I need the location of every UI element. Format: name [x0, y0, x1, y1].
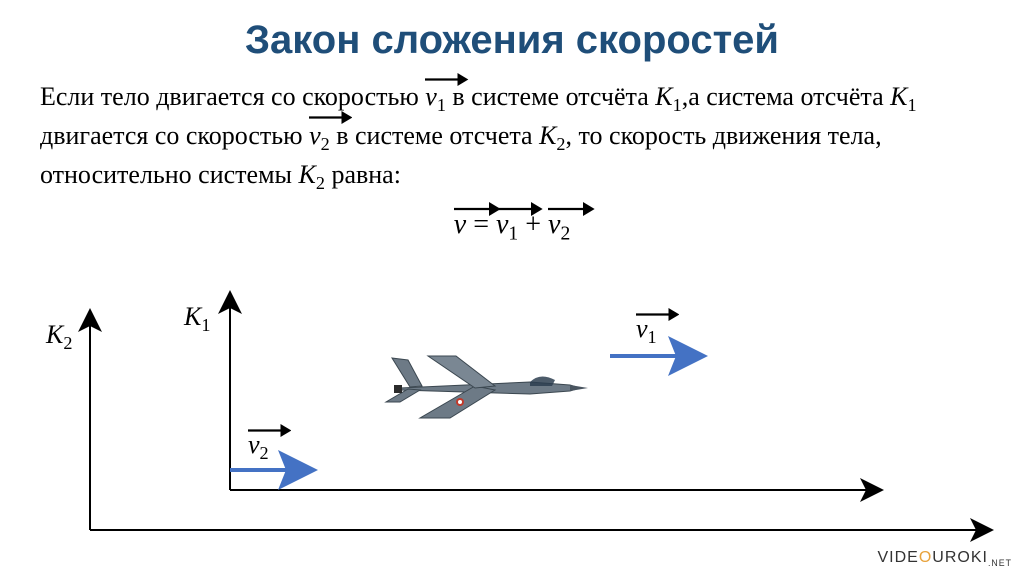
sym-K1-b: K1 — [890, 79, 916, 118]
sym-K1-a: K1 — [655, 79, 681, 118]
label-K2: K2 — [46, 320, 72, 354]
wm-o: O — [919, 549, 932, 566]
watermark: VIDEOUROKI.NET — [877, 549, 1012, 568]
label-v2: v2 — [248, 430, 269, 464]
p-t4: двигается со скоростью — [40, 121, 309, 150]
page-title: Закон сложения скоростей — [0, 0, 1024, 63]
p-t1: Если тело двигается со скоростью — [40, 82, 425, 111]
wm-post: UROKI — [932, 549, 988, 566]
sym-v1-a: v1 — [425, 79, 446, 118]
title-text: Закон сложения скоростей — [245, 18, 779, 62]
p-t7: равна: — [331, 160, 401, 189]
p-t5: в системе отсчета — [336, 121, 539, 150]
sym-v1-f: v1 — [496, 209, 518, 246]
sym-eq: = — [473, 209, 496, 240]
reference-frames-diagram: K2 K1 v2 v1 — [0, 290, 1024, 550]
sym-K2-a: K2 — [539, 118, 565, 157]
label-v1: v1 — [636, 314, 657, 348]
wm-pre: VIDE — [877, 549, 918, 566]
label-K1: K1 — [184, 302, 210, 336]
sym-v: v — [454, 209, 466, 241]
p-t3: ,а система отсчёта — [682, 82, 890, 111]
velocity-addition-formula: v = v1 + v2 — [0, 195, 1024, 246]
p-t2: в системе отсчёта — [452, 82, 655, 111]
sym-v2-a: v2 — [309, 118, 330, 157]
sym-plus: + — [525, 209, 548, 240]
fighter-jet-icon — [380, 340, 590, 430]
wm-net: .NET — [988, 558, 1012, 568]
definition-paragraph: Если тело двигается со скоростью v1 в си… — [0, 63, 1024, 195]
sym-K2-b: K2 — [299, 157, 325, 196]
sym-v2-f: v2 — [548, 209, 570, 246]
